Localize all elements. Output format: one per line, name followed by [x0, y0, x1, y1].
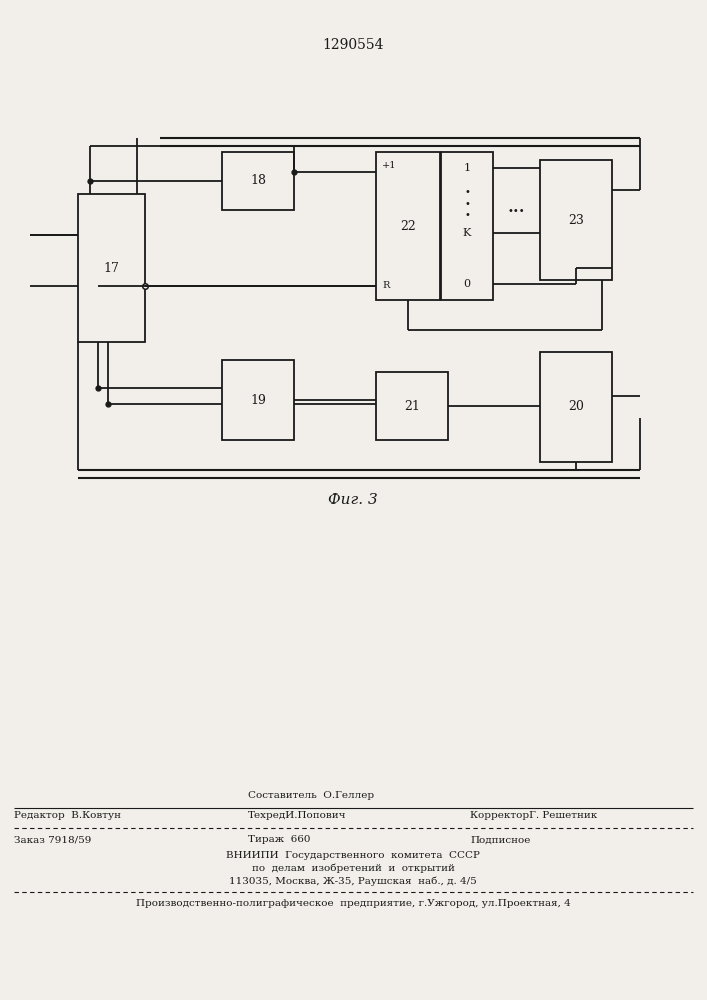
- Text: ВНИИПИ  Государственного  комитета  СССР: ВНИИПИ Государственного комитета СССР: [226, 850, 480, 859]
- Text: Подписное: Подписное: [470, 836, 530, 844]
- Bar: [222, 152, 294, 210]
- Bar: [222, 360, 294, 440]
- Text: 113035, Москва, Ж-35, Раушская  наб., д. 4/5: 113035, Москва, Ж-35, Раушская наб., д. …: [229, 876, 477, 886]
- Text: 19: 19: [250, 393, 266, 406]
- Bar: [540, 352, 612, 462]
- Text: 0: 0: [463, 279, 471, 289]
- Bar: [376, 152, 440, 300]
- Text: по  делам  изобретений  и  открытий: по делам изобретений и открытий: [252, 863, 455, 873]
- Text: Тираж  660: Тираж 660: [248, 836, 310, 844]
- Text: R: R: [382, 282, 390, 290]
- Text: +1: +1: [382, 161, 397, 170]
- Text: КорректорГ. Решетник: КорректорГ. Решетник: [470, 812, 597, 820]
- Text: 17: 17: [103, 261, 119, 274]
- Text: Заказ 7918/59: Заказ 7918/59: [14, 836, 91, 844]
- Text: Производственно-полиграфическое  предприятие, г.Ужгород, ул.Проектная, 4: Производственно-полиграфическое предприя…: [136, 900, 571, 908]
- Text: 23: 23: [568, 214, 584, 227]
- Text: 20: 20: [568, 400, 584, 414]
- Text: 21: 21: [404, 399, 420, 412]
- Text: •••: •••: [508, 206, 525, 216]
- Text: 1290554: 1290554: [322, 38, 384, 52]
- Text: ТехредИ.Попович: ТехредИ.Попович: [248, 812, 346, 820]
- Bar: [540, 160, 612, 280]
- Bar: [376, 372, 448, 440]
- Text: Редактор  В.Ковтун: Редактор В.Ковтун: [14, 812, 121, 820]
- Bar: [441, 152, 493, 300]
- Text: Фиг. 3: Фиг. 3: [328, 493, 378, 507]
- Text: •
•
•: • • •: [464, 187, 470, 220]
- Text: 18: 18: [250, 174, 266, 188]
- Bar: [78, 194, 145, 342]
- Text: Составитель  О.Геллер: Составитель О.Геллер: [248, 790, 374, 800]
- Text: K: K: [463, 228, 471, 238]
- Text: 1: 1: [463, 163, 471, 173]
- Text: 22: 22: [400, 220, 416, 232]
